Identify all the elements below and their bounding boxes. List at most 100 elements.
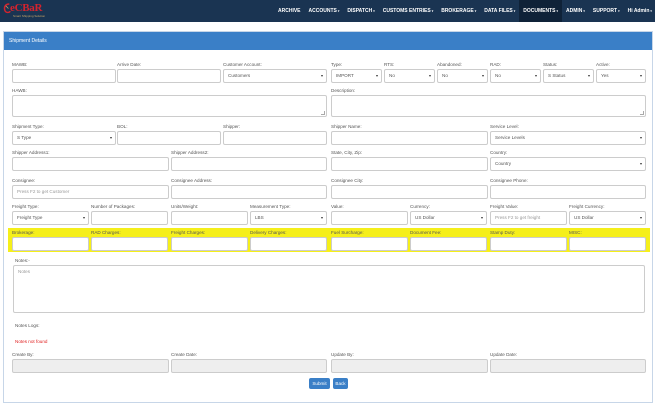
notes-logs-label: Notes Logs:	[15, 323, 40, 328]
delivery-charges-input[interactable]	[250, 237, 327, 251]
resize-handle-icon[interactable]	[640, 111, 644, 115]
description-label: Description:	[331, 88, 356, 93]
resize-handle-icon[interactable]	[321, 111, 325, 115]
freight-currency-select[interactable]: US Dollar	[569, 211, 646, 225]
misc-input[interactable]	[569, 237, 646, 251]
consignee-city-input[interactable]	[331, 185, 488, 199]
nav-support-label: SUPPORT	[592, 8, 618, 14]
bol-input[interactable]	[117, 131, 221, 145]
shipment-type-select[interactable]: S Type	[12, 131, 116, 145]
customer-account-select[interactable]: Customers	[223, 69, 327, 83]
freight-value-input[interactable]: Press F2 to get freight	[490, 211, 567, 225]
nav-brokerage-label: BROKERAGE	[441, 8, 474, 14]
document-fee-input[interactable]	[410, 237, 487, 251]
nav-customs-entries[interactable]: CUSTOMS ENTRIES▾	[379, 0, 437, 22]
nav-datafiles-label: DATA FILES	[484, 8, 513, 14]
abandoned-label: Abandoned:	[437, 62, 462, 67]
description-textarea[interactable]	[331, 95, 646, 117]
status-select[interactable]: S Status	[543, 69, 594, 83]
nav-dispatch[interactable]: DISPATCH▾	[343, 0, 378, 22]
nav-brokerage[interactable]: BROKERAGE▾	[437, 0, 480, 22]
top-navbar: eCBaR Smart Shipping Solution ARCHIVE AC…	[0, 0, 655, 22]
mawb-input[interactable]	[12, 69, 116, 83]
currency-select[interactable]: US Dollar	[410, 211, 487, 225]
rts-label: RTS:	[384, 62, 395, 67]
brand-logo[interactable]: eCBaR Smart Shipping Solution	[3, 2, 63, 20]
caret-down-icon: ▾	[650, 9, 652, 13]
brand-name: eCBaR	[10, 2, 43, 14]
packages-input[interactable]	[91, 211, 168, 225]
stamp-duty-input[interactable]	[490, 237, 567, 251]
value-input[interactable]	[331, 211, 408, 225]
update-by-input	[331, 359, 488, 373]
consignee-address-input[interactable]	[171, 185, 327, 199]
type-label: Type:	[331, 62, 343, 67]
shipper-label: Shipper:	[223, 124, 241, 129]
consignee-city-label: Consignee City:	[331, 178, 364, 183]
caret-down-icon: ▾	[431, 9, 434, 13]
nav-customs-label: CUSTOMS ENTRIES	[382, 8, 431, 14]
submit-button[interactable]: Submit	[309, 378, 330, 389]
measurement-select[interactable]: LBS	[250, 211, 327, 225]
shipment-type-label: Shipment Type:	[12, 124, 44, 129]
brokerage-label: Brokerage:	[12, 230, 35, 235]
state-city-zip-label: State, City, Zip:	[331, 150, 363, 155]
arrive-date-input[interactable]	[117, 69, 221, 83]
state-city-zip-input[interactable]	[331, 157, 488, 171]
abandoned-select[interactable]: No	[437, 69, 488, 83]
rad-label: RAD:	[490, 62, 501, 67]
fuel-surcharge-input[interactable]	[331, 237, 408, 251]
units-weight-input[interactable]	[171, 211, 248, 225]
rts-select[interactable]: No	[384, 69, 435, 83]
customer-account-label: Customer Account:	[223, 62, 262, 67]
back-button[interactable]: Back	[333, 378, 348, 389]
nav-user-label: Hi Admin	[627, 8, 650, 14]
value-label: Value:	[331, 204, 344, 209]
nav-support[interactable]: SUPPORT▾	[589, 0, 624, 22]
caret-down-icon: ▾	[556, 9, 559, 13]
shipper-address1-label: Shipper Address1:	[12, 150, 50, 155]
type-select[interactable]: IMPORT	[331, 69, 382, 83]
panel-title: Shipment Details	[4, 32, 652, 50]
shipment-panel: Shipment Details MAWB: Arrive Date: Cust…	[3, 31, 653, 403]
shipper-name-input[interactable]	[331, 131, 488, 145]
stamp-duty-label: Stamp Duty:	[490, 230, 516, 235]
caret-down-icon: ▾	[513, 9, 516, 13]
shipper-address1-input[interactable]	[12, 157, 169, 171]
freight-charges-input[interactable]	[171, 237, 248, 251]
caret-down-icon: ▾	[337, 9, 340, 13]
consignee-phone-label: Consignee Phone:	[490, 178, 528, 183]
service-level-label: Service Level:	[490, 124, 519, 129]
nav-data-files[interactable]: DATA FILES▾	[480, 0, 519, 22]
brokerage-input[interactable]	[12, 237, 89, 251]
nav-archive[interactable]: ARCHIVE	[274, 0, 305, 22]
update-by-label: Update By:	[331, 352, 354, 357]
shipper-address2-input[interactable]	[171, 157, 327, 171]
hawb-label: HAWB:	[12, 88, 27, 93]
service-level-select[interactable]: Service Levels	[490, 131, 646, 145]
notes-textarea[interactable]: Notes	[13, 265, 645, 313]
logo-swirl-icon	[3, 3, 11, 14]
freight-type-select[interactable]: Freight Type	[12, 211, 89, 225]
nav-dispatch-label: DISPATCH	[347, 8, 373, 14]
nav-admin[interactable]: ADMIN▾	[562, 0, 589, 22]
arrive-date-label: Arrive Date:	[117, 62, 142, 67]
bol-label: BOL:	[117, 124, 128, 129]
nav-accounts[interactable]: ACCOUNTS▾	[305, 0, 344, 22]
active-select[interactable]: Yes	[596, 69, 646, 83]
freight-type-label: Freight Type:	[12, 204, 39, 209]
rad-charges-input[interactable]	[91, 237, 168, 251]
nav-documents[interactable]: DOCUMENTS▾	[519, 0, 563, 22]
consignee-phone-input[interactable]	[490, 185, 646, 199]
rad-charges-label: RAD Charges:	[91, 230, 121, 235]
nav-user-menu[interactable]: Hi Admin▾	[624, 0, 655, 22]
consignee-label: Consignee:	[12, 178, 36, 183]
rad-select[interactable]: No	[490, 69, 541, 83]
country-select[interactable]: Country	[490, 157, 646, 171]
update-date-input	[490, 359, 646, 373]
shipper-input[interactable]	[223, 131, 327, 145]
caret-down-icon: ▾	[373, 9, 375, 13]
hawb-textarea[interactable]	[12, 95, 327, 117]
consignee-input[interactable]: Press F2 to get Customer	[12, 185, 169, 199]
document-fee-label: Document Fee:	[410, 230, 442, 235]
